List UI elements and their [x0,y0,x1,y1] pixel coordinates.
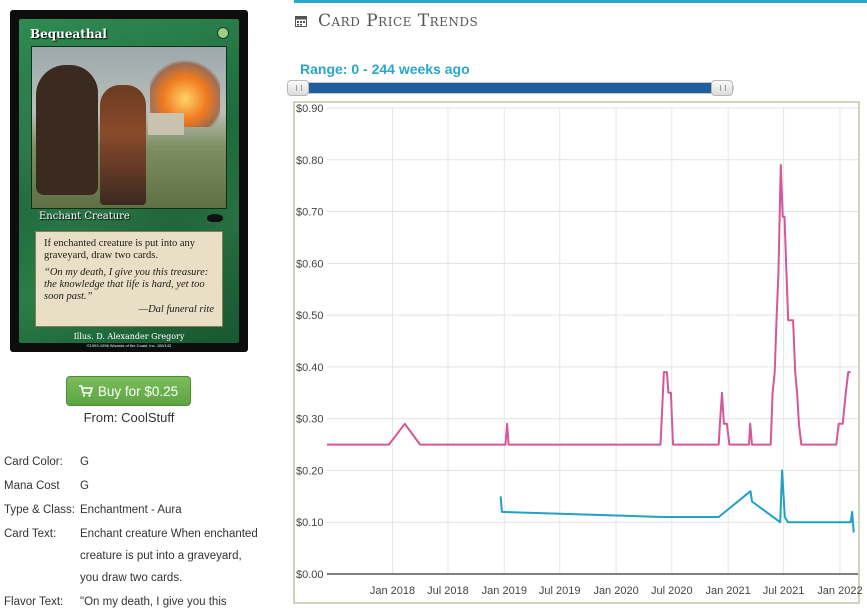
cart-icon [78,385,93,397]
y-tick-label: $0.90 [296,103,324,115]
range-handle-end[interactable] [711,80,733,96]
detail-key-color: Card Color: [4,456,63,468]
y-tick-label: $0.40 [296,362,324,374]
card-flavor-text: “On my death, I give you this treasure: … [44,267,209,302]
price-trend-chart: $0.00 $0.10 $0.20 $0.30 $0.40 $0.50 $0.60 $0.70… [293,101,863,604]
card-artwork [31,46,227,209]
x-tick-label: Jan 2018 [370,585,415,597]
calendar-icon [295,16,307,27]
y-tick-label: $0.80 [296,155,324,167]
artwork-horse [36,65,98,195]
detail-value-flavor: "On my death, I give you this [80,596,227,608]
card-flavor-attribution: —Dal funeral rite [138,304,214,315]
x-tick-label: Jan 2021 [706,585,751,597]
chart-series [327,164,855,533]
plot-frame [293,101,860,604]
detail-value-type: Enchantment - Aura [80,504,182,516]
y-tick-label: $0.00 [296,569,324,581]
price-line-series-1 [327,164,851,446]
set-symbol-icon [207,214,223,222]
chart-title: Card Price Trends [318,11,479,31]
card-text-box: If enchanted creature is put into any gr… [35,231,223,327]
y-tick-label: $0.10 [296,517,324,529]
card-type-bar: Enchant Creature [31,211,227,225]
y-tick-label: $0.20 [296,465,324,477]
x-tick-label: Jul 2018 [427,585,469,597]
detail-key-mana-cost: Mana Cost [4,480,60,492]
y-tick-label: $0.50 [296,310,324,322]
price-line-series-2 [499,469,855,533]
x-tick-label: Jul 2020 [651,585,693,597]
card-image: Bequeathal Enchant Creature If enchanted… [10,10,248,352]
accent-bar [294,0,867,3]
detail-key-flavor: Flavor Text: [4,596,64,608]
detail-value-mana-cost: G [80,480,89,492]
card-name: Bequeathal [30,27,107,41]
card-copyright: ©1993-1996 Wizards of the Coast, Inc. 10… [86,343,172,348]
card-rules-text: If enchanted creature is put into any gr… [44,238,196,261]
buy-button[interactable]: Buy for $0.25 [66,376,191,406]
card-illustrator: Illus. D. Alexander Gregory [73,332,185,341]
range-label: Range: 0 - 244 weeks ago [300,61,470,77]
detail-key-type: Type & Class: [4,504,75,516]
y-tick-label: $0.70 [296,207,324,219]
x-axis-ticks: Jan 2018 Jul 2018 Jan 2019 Jul 2019 Jan 2020… [370,585,863,597]
buy-button-label: Buy for $0.25 [97,383,179,399]
x-tick-label: Jan 2020 [593,585,638,597]
card-frame: Bequeathal Enchant Creature If enchanted… [19,19,239,348]
x-tick-label: Jul 2019 [539,585,581,597]
artwork-house [148,113,184,135]
range-slider-fill [298,83,722,93]
detail-value-color: G [80,456,89,468]
y-tick-label: $0.60 [296,258,324,270]
x-tick-label: Jul 2021 [763,585,805,597]
card-type-line: Enchant Creature [39,211,130,222]
chart-grid [327,107,858,574]
detail-value-card-text: Enchant creature When enchanted creature… [80,528,258,584]
x-tick-label: Jan 2019 [482,585,527,597]
detail-key-card-text: Card Text: [4,528,57,540]
y-axis-ticks: $0.00 $0.10 $0.20 $0.30 $0.40 $0.50 $0.60 $0.70… [296,103,324,581]
range-handle-start[interactable] [287,80,309,96]
artwork-figure [100,85,146,205]
x-tick-label: Jan 2022 [817,585,862,597]
green-mana-icon [217,27,229,39]
y-tick-label: $0.30 [296,414,324,426]
buy-source: From: CoolStuff [83,410,175,425]
